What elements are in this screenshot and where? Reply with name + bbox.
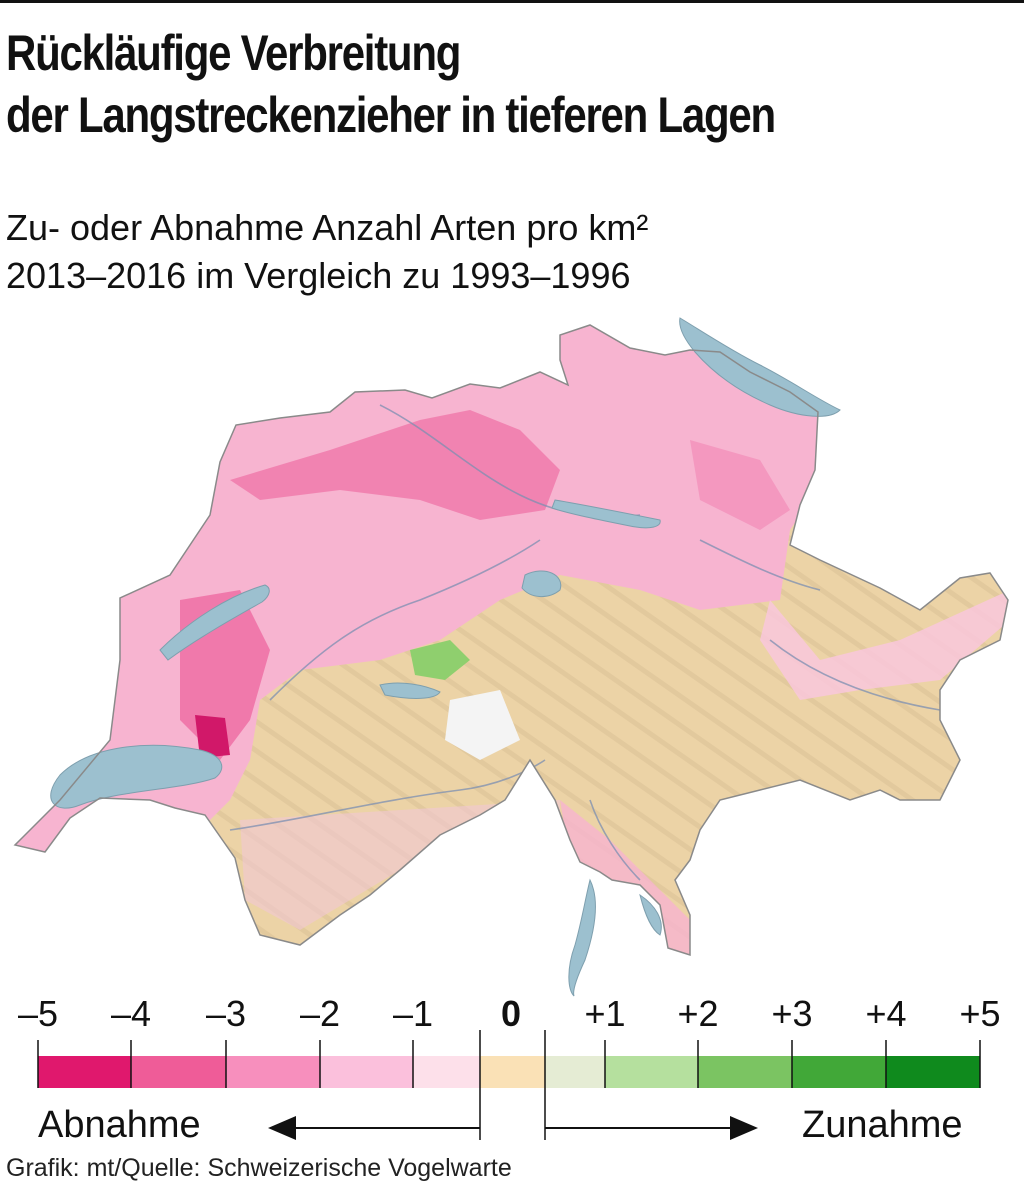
tick-label-minus-1: –1 (392, 993, 434, 1034)
subtitle-line-2: 2013–2016 im Vergleich zu 1993–1996 (6, 255, 631, 296)
chart-title: Rückläufige Verbreitung der Langstrecken… (6, 22, 776, 146)
tick-label-minus-4: –4 (110, 993, 152, 1034)
lakes (50, 317, 841, 997)
swatch-0-to-plus-1 (545, 1056, 605, 1088)
swatch-minus-5-to-4 (38, 1056, 131, 1088)
lake-neuchatel (159, 584, 270, 661)
decrease-arrow (268, 1116, 480, 1140)
tick-label-minus-3: –3 (205, 993, 247, 1034)
tick-label-plus-3: +3 (771, 993, 813, 1034)
lake-geneva (50, 744, 223, 809)
lake-constance (679, 317, 841, 417)
swatch-minus-4-to-3 (131, 1056, 226, 1088)
country-border (13, 324, 1009, 957)
tick-label-zero: 0 (500, 993, 522, 1034)
rivers (229, 404, 941, 881)
legend-swatches (38, 1056, 980, 1088)
switzerland-map (13, 317, 1009, 997)
jura-strong-decrease (230, 410, 560, 520)
increase-arrow (545, 1116, 758, 1140)
glacier-area (445, 690, 520, 760)
color-legend (37, 1030, 981, 1140)
top-rule (0, 0, 1024, 3)
title-line-1: Rückläufige Verbreitung (6, 25, 461, 81)
tick-label-plus-1: +1 (584, 993, 626, 1034)
subtitle-line-1: Zu- oder Abnahme Anzahl Arten pro km² (6, 207, 649, 248)
tick-label-minus-2: –2 (299, 993, 341, 1034)
tick-label-plus-2: +2 (677, 993, 719, 1034)
swatch-plus-2-to-3 (698, 1056, 792, 1088)
lake-thun (379, 682, 441, 699)
source-credit: Grafik: mt/Quelle: Schweizerische Vogelw… (6, 1154, 512, 1182)
tick-label-minus-5: –5 (17, 993, 59, 1034)
swatch-minus-2-to-1 (320, 1056, 413, 1088)
tick-label-plus-5: +5 (959, 993, 1001, 1034)
title-line-2: der Langstreckenzieher in tieferen Lagen (6, 87, 776, 143)
swatch-minus-1-to-0 (413, 1056, 480, 1088)
swatch-plus-3-to-4 (792, 1056, 886, 1088)
map-regions (15, 325, 1008, 955)
swatch-minus-3-to-2 (226, 1056, 320, 1088)
lake-zurich (551, 499, 661, 529)
increase-label: Zunahme (802, 1104, 963, 1146)
legend-ticks (37, 1030, 981, 1140)
lake-lugano (639, 893, 662, 936)
plateau-decrease-region (15, 325, 1008, 860)
vaud-peak-decrease (195, 715, 230, 758)
increase-patch (410, 640, 470, 680)
tick-label-plus-4: +4 (865, 993, 907, 1034)
swatch-plus-4-to-5 (886, 1056, 980, 1088)
swatch-plus-1-to-2 (605, 1056, 698, 1088)
lake-maggiore (568, 878, 596, 997)
lake-lucerne (521, 570, 562, 597)
chart-subtitle: Zu- oder Abnahme Anzahl Arten pro km² 20… (6, 204, 648, 300)
swatch-zero (480, 1056, 545, 1088)
engadin-decrease-region (760, 590, 1008, 700)
east-strong-decrease (690, 440, 790, 530)
decrease-label: Abnahme (38, 1104, 201, 1146)
